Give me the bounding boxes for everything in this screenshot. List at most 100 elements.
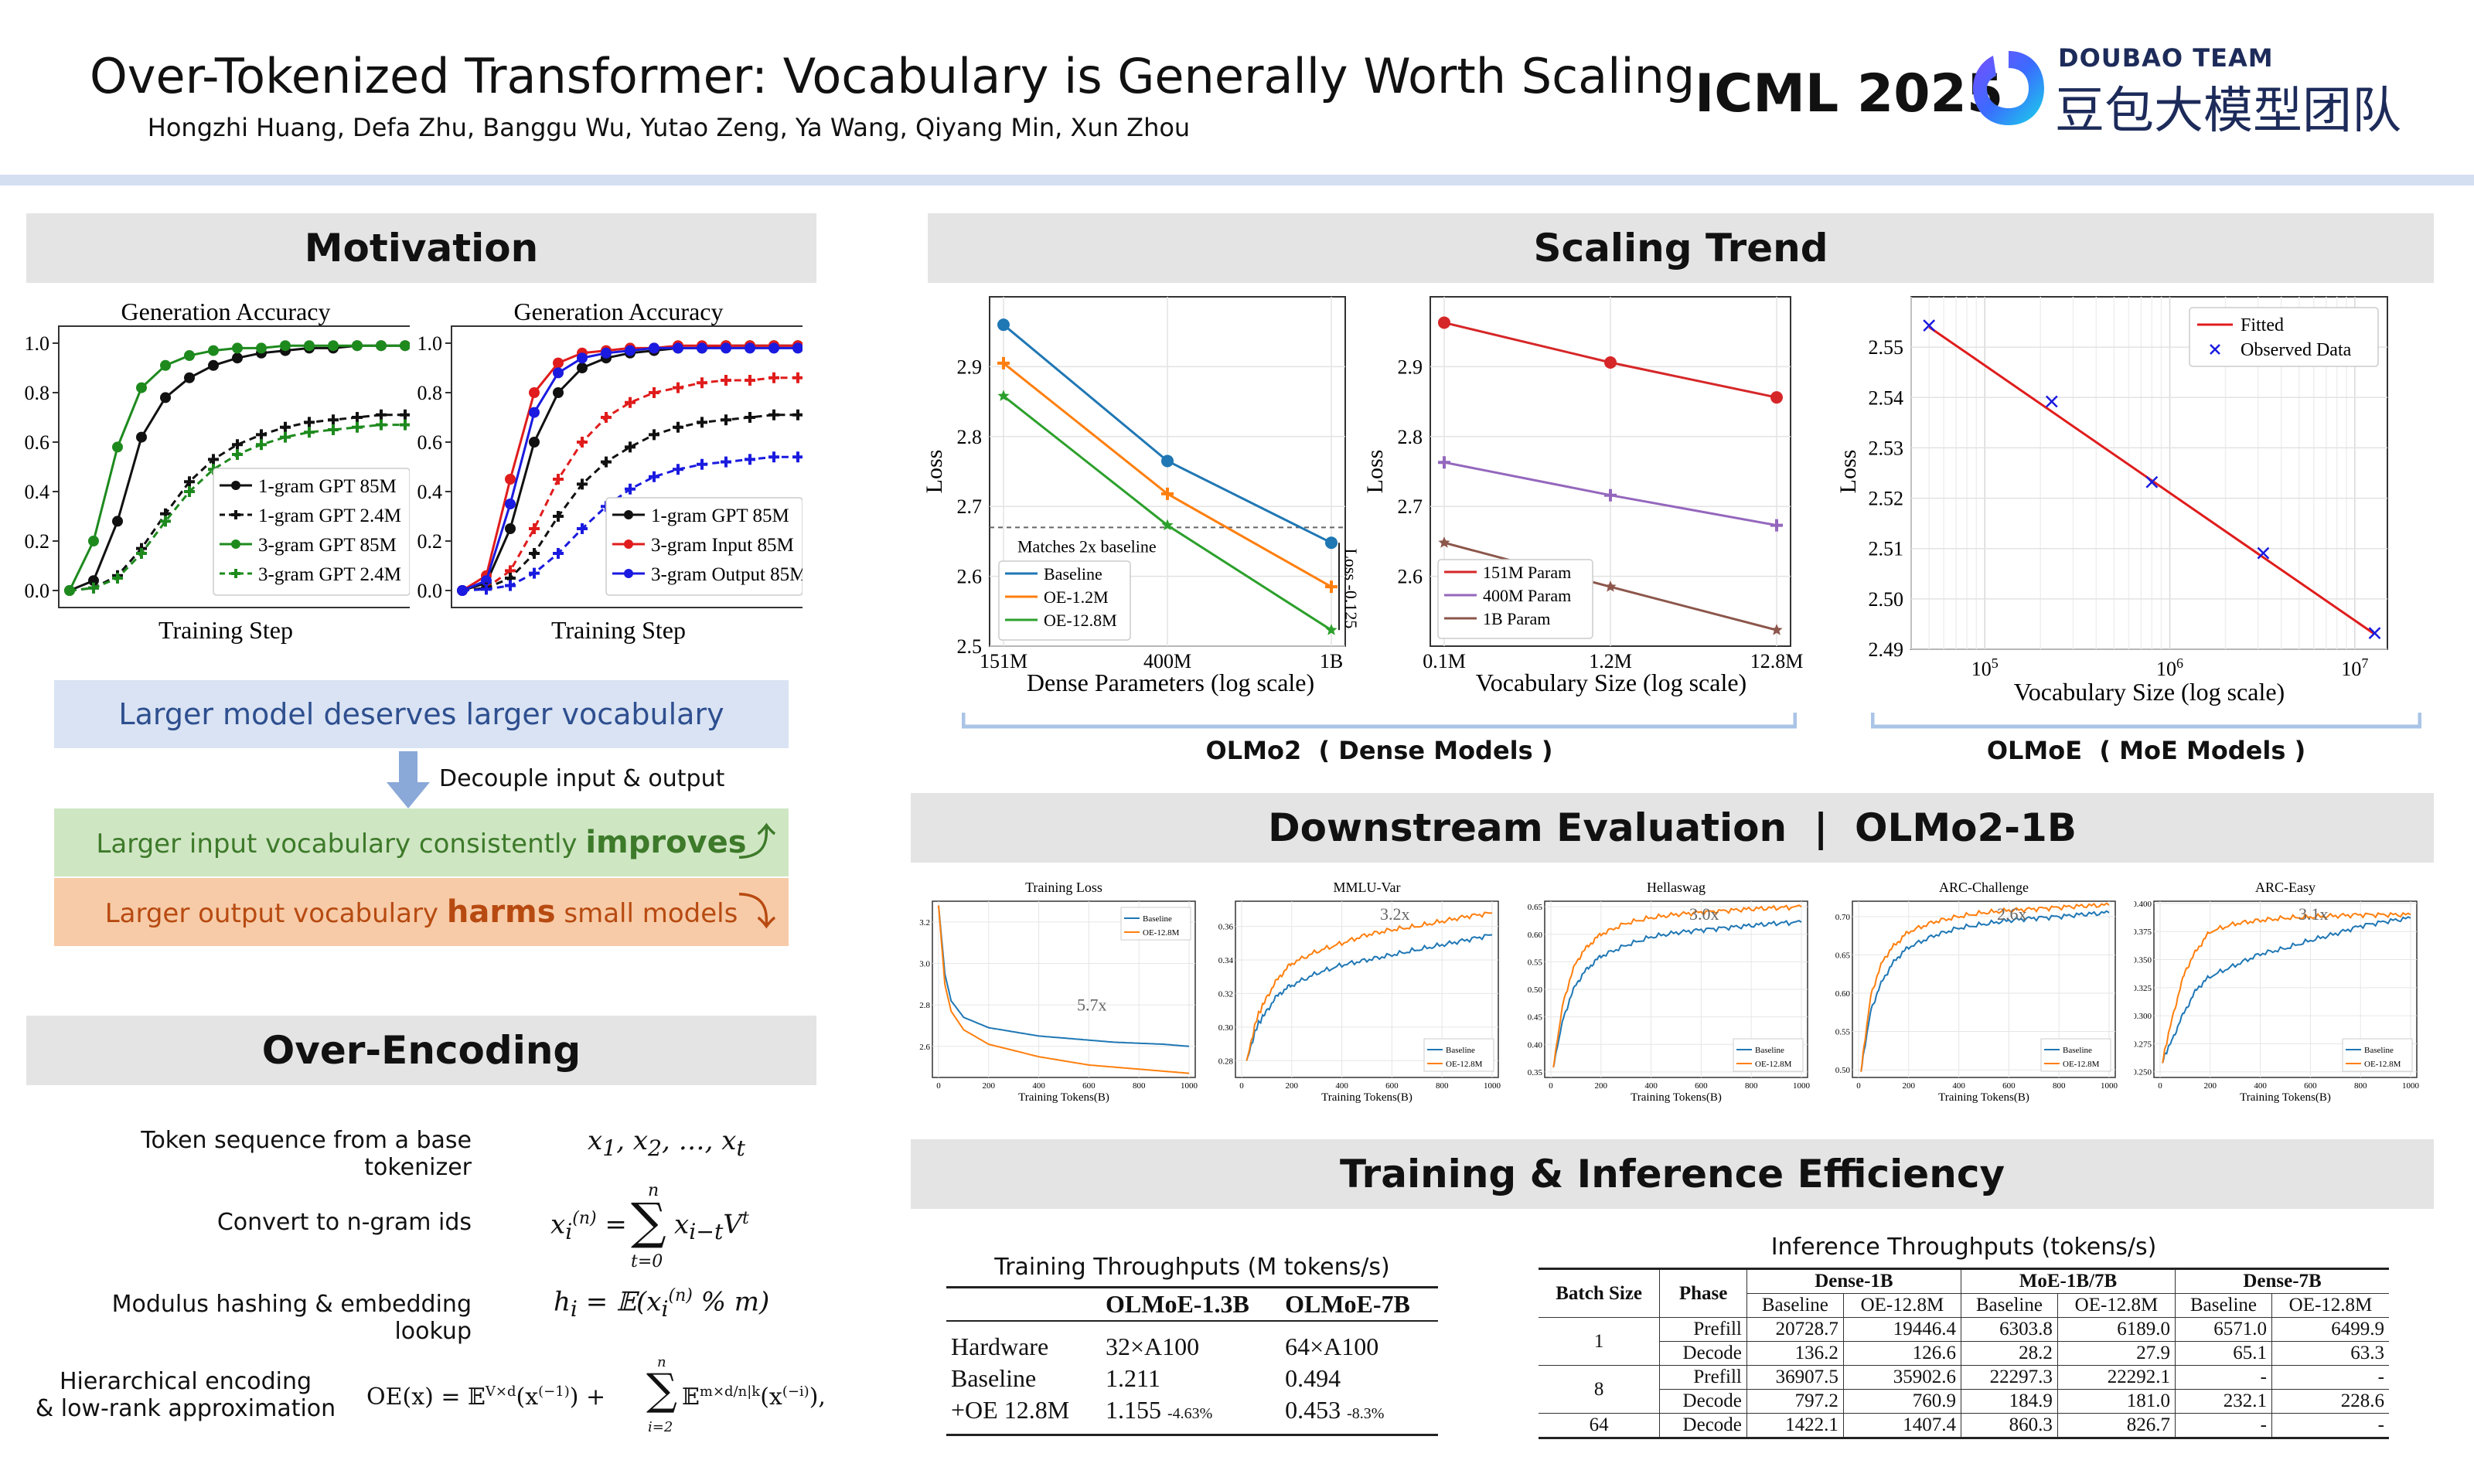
data-point bbox=[697, 342, 707, 354]
legend-label: Baseline bbox=[1143, 914, 1172, 924]
data-point bbox=[1325, 580, 1338, 594]
table-row: +OE 12.8M 1.155 -4.63% 0.453 -8.3% bbox=[946, 1394, 1438, 1435]
table-cell: 1.211 bbox=[1106, 1364, 1160, 1392]
y-tick-label: 2.54 bbox=[1869, 386, 1904, 409]
data-point bbox=[601, 347, 612, 359]
data-point bbox=[768, 372, 779, 383]
data-point bbox=[649, 387, 659, 398]
x-tick-label: 800 bbox=[2354, 1081, 2367, 1091]
y-tick-label: 2.55 bbox=[1869, 336, 1904, 359]
table-cell: 22297.3 bbox=[1960, 1365, 2058, 1390]
table-cell: 126.6 bbox=[1842, 1341, 1961, 1366]
y-tick-label: 2.6 bbox=[957, 566, 983, 588]
downstream-chart-hellaswag: Hellaswag 0.35 0.40 0.45 0.50 0.55 0.60 0.65 0 20… bbox=[1528, 880, 1811, 1104]
data-point bbox=[2257, 546, 2270, 560]
table-cell: 228.6 bbox=[2271, 1389, 2389, 1414]
training-throughput-title: Training Throughputs (M tokens/s) bbox=[994, 1254, 1390, 1281]
series-line bbox=[2162, 911, 2411, 1064]
data-point bbox=[792, 372, 803, 383]
fitted-line bbox=[1928, 325, 2376, 635]
x-tick-label: 0 bbox=[2158, 1081, 2162, 1091]
x-axis-label: Training Tokens(B) bbox=[2240, 1091, 2331, 1104]
data-point bbox=[136, 382, 147, 393]
annotation: 3.2x bbox=[1380, 904, 1410, 924]
series-line bbox=[1552, 904, 1802, 1068]
annotation: 3.0x bbox=[1689, 904, 1719, 924]
data-point bbox=[376, 419, 387, 431]
x-axis-label: Dense Parameters (log scale) bbox=[1027, 669, 1314, 696]
table-cell: 0.494 bbox=[1285, 1364, 1341, 1392]
x-tick-label: 12.8M bbox=[1750, 650, 1804, 672]
data-point bbox=[577, 523, 588, 534]
data-point bbox=[184, 476, 195, 488]
table-cell: 35902.6 bbox=[1842, 1365, 1961, 1390]
annotation: Loss -0.125 bbox=[1341, 548, 1359, 628]
trend-up-icon: ⤴ bbox=[738, 820, 776, 865]
x-tick-label: 400 bbox=[1644, 1081, 1658, 1091]
data-point bbox=[697, 377, 707, 389]
y-tick-label: 0.55 bbox=[1835, 1028, 1851, 1037]
data-point bbox=[505, 474, 516, 485]
data-point bbox=[601, 412, 612, 423]
x-tick-label: 600 bbox=[2002, 1081, 2016, 1091]
data-point bbox=[304, 340, 315, 352]
x-tick-label: 106 bbox=[2156, 655, 2183, 680]
x-tick-label: 1000 bbox=[2101, 1081, 2118, 1091]
y-tick-label: 2.9 bbox=[1398, 356, 1423, 378]
y-tick-label: 0.32 bbox=[1218, 989, 1233, 999]
data-point bbox=[1325, 536, 1338, 550]
section-efficiency-title: Training & Inference Efficiency bbox=[911, 1139, 2434, 1209]
data-point bbox=[328, 414, 339, 426]
table-cell: 6189.0 bbox=[2057, 1317, 2176, 1342]
olmoe-caption: OLMoE ( MoE Models ) bbox=[1986, 736, 2306, 765]
x-tick-label: 200 bbox=[1286, 1081, 1299, 1091]
oe-label-hier: Hierarchical encoding & low-rank approxi… bbox=[35, 1368, 336, 1422]
table-cell: - bbox=[2175, 1413, 2272, 1438]
series-line bbox=[1246, 934, 1493, 1061]
legend-label: 1-gram GPT 2.4M bbox=[258, 505, 401, 526]
svg-text:Generation Accuracy: Generation Accuracy bbox=[121, 298, 331, 325]
table-subheader: Baseline bbox=[1746, 1293, 1844, 1318]
data-point bbox=[136, 548, 147, 559]
legend-label: OE-12.8M bbox=[1755, 1060, 1792, 1069]
data-point bbox=[1923, 319, 1936, 332]
data-point bbox=[529, 387, 540, 398]
y-tick-label: 2.6 bbox=[1398, 566, 1423, 588]
x-tick-label: 200 bbox=[1595, 1081, 1608, 1091]
plot-area: 2.6 2.7 2.8 2.9 0.1M 1.2M 12.8M 151M Param 400M … bbox=[1398, 297, 1804, 672]
message-larger-model: Larger model deserves larger vocabulary bbox=[54, 680, 789, 748]
legend-label: 151M Param bbox=[1483, 563, 1571, 582]
data-point bbox=[553, 387, 564, 398]
table-cell: 181.0 bbox=[2057, 1389, 2176, 1414]
table-header: Dense-1B bbox=[1746, 1268, 1961, 1294]
y-tick-label: 0.4 bbox=[25, 481, 50, 503]
data-point bbox=[352, 412, 363, 423]
x-tick-label: 107 bbox=[2341, 655, 2368, 680]
x-tick-label: 400M bbox=[1143, 650, 1191, 672]
y-tick-label: 2.7 bbox=[1398, 495, 1423, 518]
table-cell: 20728.7 bbox=[1746, 1317, 1844, 1342]
data-point bbox=[160, 359, 171, 371]
data-point bbox=[136, 431, 147, 443]
x-axis-label: Training Tokens(B) bbox=[1018, 1091, 1109, 1104]
x-tick-label: 600 bbox=[2304, 1081, 2317, 1091]
y-tick-label: 0.2 bbox=[25, 530, 50, 553]
x-tick-label: 151M bbox=[980, 650, 1027, 672]
data-point bbox=[208, 454, 219, 465]
team-label-cn: 豆包大模型团队 bbox=[2055, 83, 2401, 140]
plot-area: 0.0 0.2 0.4 0.6 0.8 1.0 1-gram GPT 85M 1-gram G… bbox=[25, 332, 410, 602]
oe-label-ngram: Convert to n-gram ids bbox=[216, 1209, 472, 1236]
data-point bbox=[1161, 454, 1174, 468]
data-point bbox=[208, 359, 219, 371]
data-point bbox=[232, 352, 243, 364]
table-cell: Hardware bbox=[951, 1333, 1049, 1360]
y-tick-label: 0.6 bbox=[25, 431, 50, 454]
y-tick-label: 0.0 bbox=[25, 580, 50, 602]
x-tick-label: 0 bbox=[936, 1081, 941, 1091]
legend-label: OE-12.8M bbox=[2063, 1060, 2100, 1069]
data-point bbox=[745, 342, 755, 354]
table-cell: - bbox=[2271, 1365, 2389, 1390]
data-point bbox=[577, 362, 588, 373]
y-tick-label: 0.36 bbox=[1218, 923, 1234, 932]
data-point bbox=[280, 421, 291, 433]
